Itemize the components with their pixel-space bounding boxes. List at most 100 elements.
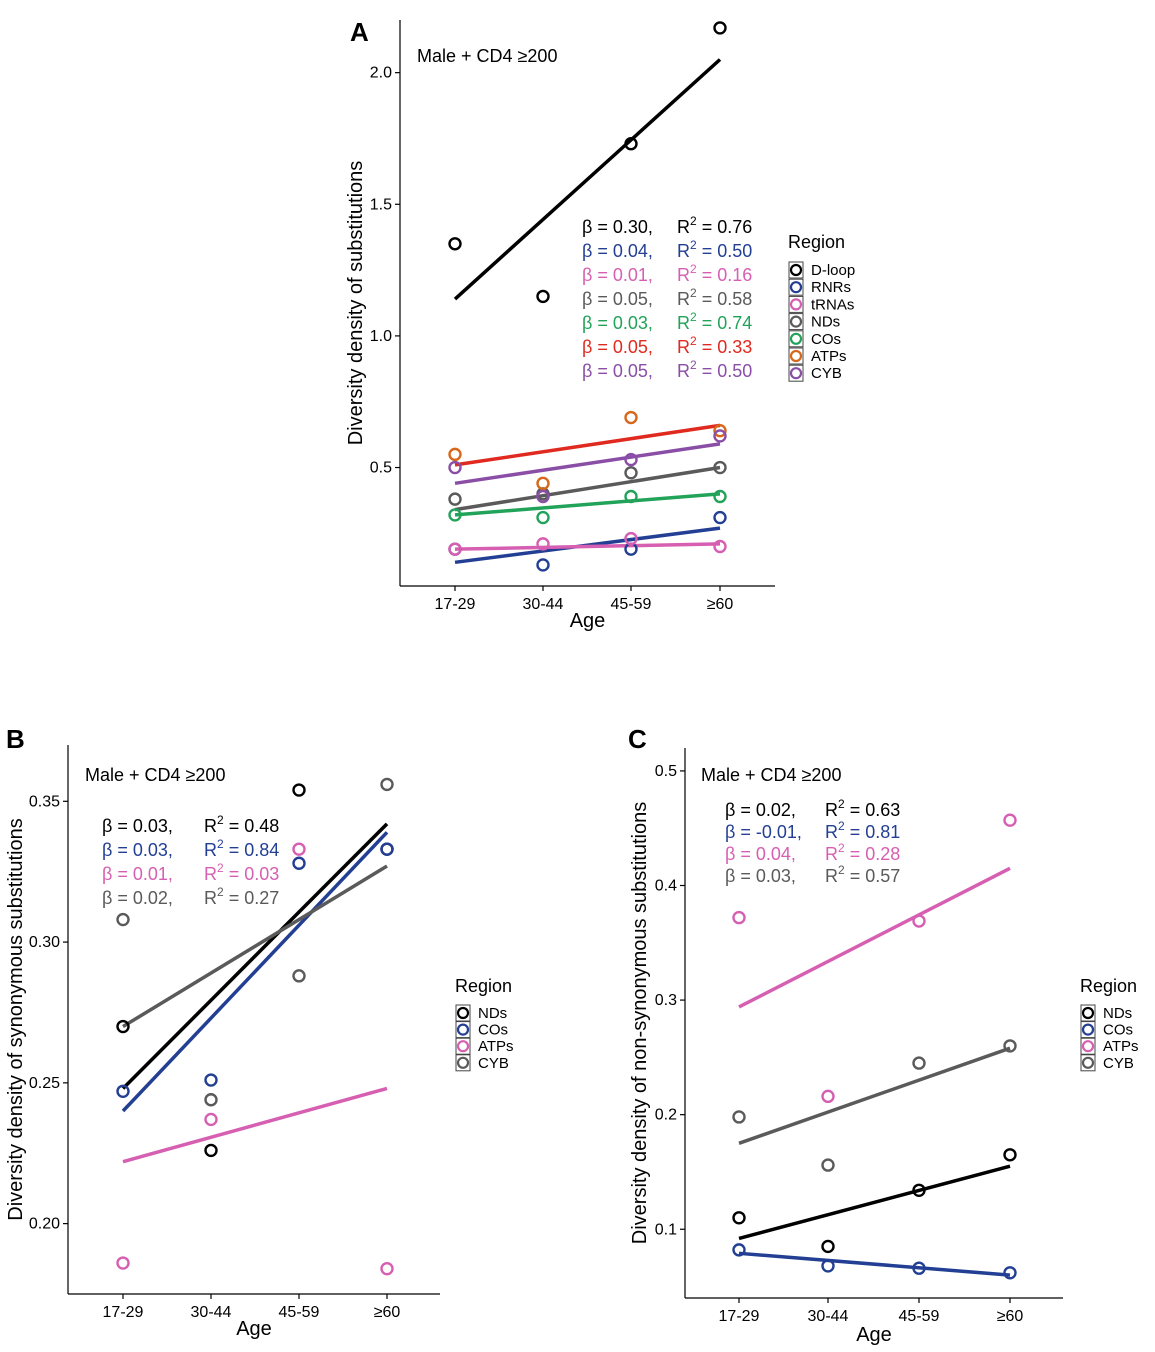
data-point-cyb: [292, 969, 306, 983]
beta-text: β = 0.01,: [582, 265, 653, 285]
y-tick-label: 0.25: [29, 1075, 60, 1092]
regression-line-cyb: [122, 864, 388, 1029]
beta-text: β = 0.04,: [725, 844, 796, 864]
legend-key-box: [455, 1004, 471, 1022]
data-point-nds: [624, 466, 638, 480]
r-equals: =: [224, 816, 245, 836]
legend-key-box: [1080, 1054, 1096, 1072]
data-point-atps: [448, 447, 462, 462]
legend-key-cyb: [456, 1056, 470, 1069]
y-tick-label: 1.0: [370, 328, 392, 345]
data-point-nds: [448, 492, 462, 506]
r-squared-text: R2 = 0.03: [204, 861, 279, 884]
data-point-cos: [1003, 1266, 1017, 1280]
y-tick-label: 0.3: [655, 992, 677, 1009]
r-squared-text: R2 = 0.48: [204, 813, 279, 836]
data-point-cyb: [624, 452, 638, 467]
r-superscript: 2: [690, 310, 697, 324]
legend-key-box: [788, 261, 804, 279]
beta-text: β = 0.01,: [102, 864, 173, 884]
r-squared-value: 0.27: [244, 888, 279, 908]
regression-line-cos: [121, 831, 389, 1113]
y-tick-label: 0.20: [29, 1216, 60, 1233]
beta-text: β = 0.03,: [582, 313, 653, 333]
data-point-cos: [732, 1243, 746, 1257]
legend-title: Region: [788, 232, 845, 252]
r-superscript: 2: [690, 214, 697, 228]
y-tick-label: 0.1: [655, 1221, 677, 1238]
r-superscript: 2: [690, 334, 697, 348]
beta-text: β = 0.02,: [102, 888, 173, 908]
r-equals: =: [224, 888, 245, 908]
data-point-atps: [732, 910, 746, 925]
r-squared-text: R2 = 0.50: [677, 358, 752, 381]
x-axis-title: Age: [856, 1324, 892, 1346]
legend-label: COs: [478, 1022, 508, 1039]
r-equals: =: [845, 822, 866, 842]
data-point-cyb: [1003, 1039, 1017, 1053]
r-symbol: R: [677, 289, 690, 309]
x-tick-label: 17-29: [435, 596, 476, 613]
r-equals: =: [697, 217, 718, 237]
legend-label: RNRs: [811, 279, 851, 296]
legend-label: CYB: [811, 365, 842, 382]
data-point-cos: [204, 1073, 218, 1087]
r-squared-text: R2 = 0.33: [677, 334, 752, 357]
r-superscript: 2: [690, 262, 697, 276]
data-point-cyb: [821, 1158, 835, 1172]
data-point-rnrs: [713, 510, 727, 525]
legend-label: NDs: [1103, 1005, 1132, 1022]
beta-text: β = 0.04,: [582, 241, 653, 261]
legend-key-box: [788, 330, 804, 348]
r-squared-text: R2 = 0.28: [825, 841, 900, 864]
legend-key-box: [788, 364, 804, 382]
r-squared-text: R2 = 0.63: [825, 797, 900, 820]
r-symbol: R: [677, 265, 690, 285]
y-axis-title: Diversity density of substitutions: [345, 161, 367, 446]
data-point-rnrs: [536, 558, 550, 572]
r-squared-value: 0.74: [717, 313, 752, 333]
r-equals: =: [845, 800, 866, 820]
regression-line-cyb: [738, 1046, 1011, 1145]
legend-label: tRNAs: [811, 296, 854, 313]
r-squared-text: R2 = 0.84: [204, 837, 279, 860]
legend-key-nds: [456, 1006, 470, 1020]
data-point-nds: [204, 1143, 218, 1158]
y-tick-label: 0.35: [29, 793, 60, 810]
r-squared-text: R2 = 0.76: [677, 214, 752, 237]
data-point-cos: [713, 489, 727, 504]
r-equals: =: [697, 361, 718, 381]
r-equals: =: [224, 864, 245, 884]
data-point-cyb: [380, 777, 394, 792]
beta-text: β = 0.02,: [725, 800, 796, 820]
beta-text: β = 0.05,: [582, 289, 653, 309]
legend-key-cos: [1081, 1023, 1095, 1036]
legend-label: ATPs: [478, 1038, 514, 1055]
r-symbol: R: [825, 822, 838, 842]
data-point-cos: [912, 1261, 926, 1275]
data-point-cos: [821, 1259, 835, 1273]
chart-subtitle: Male + CD4 ≥200: [417, 46, 557, 66]
data-point-atps: [536, 476, 550, 491]
r-squared-value: 0.57: [865, 866, 900, 886]
data-point-trnas: [624, 531, 638, 546]
data-point-nds: [732, 1211, 746, 1225]
legend-title: Region: [1080, 976, 1137, 996]
r-squared-text: R2 = 0.16: [677, 262, 752, 285]
panel-label: A: [350, 17, 369, 47]
data-point-cyb: [732, 1110, 746, 1124]
data-point-atps: [713, 423, 727, 438]
r-symbol: R: [204, 864, 217, 884]
regression-line-cyb: [454, 442, 721, 486]
r-squared-value: 0.50: [717, 361, 752, 381]
regression-line-atps-line: [454, 423, 721, 467]
data-point-d-loop: [448, 237, 462, 251]
legend-key-box: [1080, 1037, 1096, 1055]
x-tick-label: ≥60: [707, 596, 734, 613]
data-point-cos: [380, 842, 394, 856]
data-point-trnas: [713, 539, 727, 554]
y-tick-label: 0.30: [29, 934, 60, 951]
legend-key-atps: [456, 1040, 470, 1053]
